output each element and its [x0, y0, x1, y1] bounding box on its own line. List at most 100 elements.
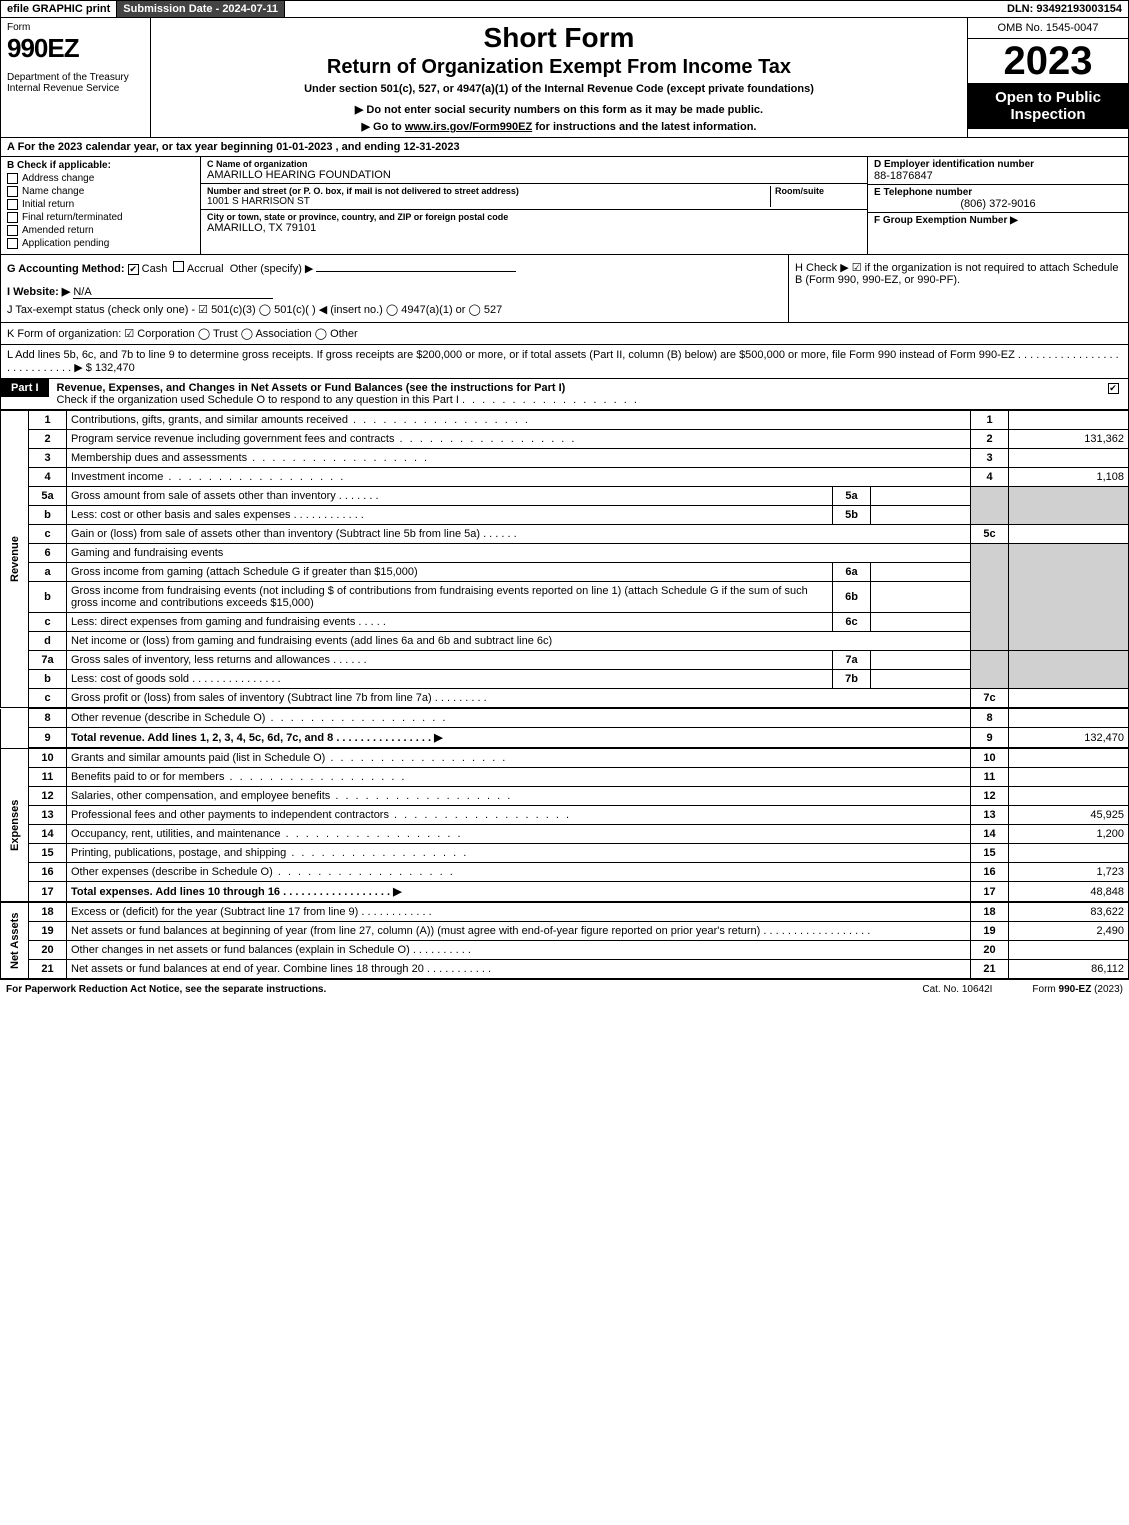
section-h: H Check ▶ ☑ if the organization is not r…	[788, 255, 1128, 322]
line7b-desc: Less: cost of goods sold	[71, 673, 189, 685]
line5a-num: 5a	[29, 487, 67, 506]
footer-center: Cat. No. 10642I	[922, 984, 992, 995]
tax-year: 2023	[968, 39, 1128, 83]
group-exemption-label: F Group Exemption Number ▶	[874, 215, 1122, 226]
footer-right-bold: 990-EZ	[1059, 984, 1092, 995]
line6a-desc: Gross income from gaming (attach Schedul…	[67, 563, 833, 582]
line6a-inval	[871, 563, 971, 582]
line-a: A For the 2023 calendar year, or tax yea…	[0, 138, 1129, 157]
line11-num: 11	[29, 768, 67, 787]
line7ab-shade	[971, 651, 1009, 689]
section-l: L Add lines 5b, 6c, and 7b to line 9 to …	[0, 345, 1129, 379]
line21-rnum: 21	[971, 960, 1009, 979]
line10-val	[1009, 749, 1129, 768]
part-i-checknote: Check if the organization used Schedule …	[57, 394, 459, 406]
department: Department of the Treasury Internal Reve…	[7, 72, 144, 94]
line12-val	[1009, 787, 1129, 806]
line12-desc: Salaries, other compensation, and employ…	[71, 790, 330, 802]
open-to-public: Open to Public Inspection	[968, 83, 1128, 129]
line7b-num: b	[29, 670, 67, 689]
checkbox-label: Address change	[22, 173, 94, 184]
section-b-label: B Check if applicable:	[7, 160, 194, 171]
checkbox[interactable]	[7, 173, 18, 184]
checkbox-row: Final return/terminated	[7, 212, 194, 223]
checkbox[interactable]	[7, 225, 18, 236]
side-rev-cont	[1, 709, 29, 748]
line20-val	[1009, 941, 1129, 960]
cash-checkbox[interactable]	[128, 264, 139, 275]
footer-right: Form 990-EZ (2023)	[1032, 984, 1123, 995]
line7b-inval	[871, 670, 971, 689]
line11-val	[1009, 768, 1129, 787]
line13-num: 13	[29, 806, 67, 825]
line6c-desc: Less: direct expenses from gaming and fu…	[71, 616, 355, 628]
sub3-prefix: ▶ Go to	[362, 121, 405, 133]
website-label: I Website: ▶	[7, 286, 70, 298]
line6d-num: d	[29, 632, 67, 651]
subtitle-2: ▶ Do not enter social security numbers o…	[161, 103, 957, 116]
line6a-innum: 6a	[833, 563, 871, 582]
line12-num: 12	[29, 787, 67, 806]
line9-val: 132,470	[1009, 728, 1129, 748]
irs-link[interactable]: www.irs.gov/Form990EZ	[405, 121, 532, 133]
part-i-checkbox[interactable]	[1108, 383, 1119, 394]
line15-desc: Printing, publications, postage, and shi…	[71, 847, 286, 859]
part-i-label: Part I	[1, 379, 49, 397]
title-short-form: Short Form	[161, 22, 957, 54]
line8-rnum: 8	[971, 709, 1009, 728]
street-label: Number and street (or P. O. box, if mail…	[207, 186, 766, 196]
line14-desc: Occupancy, rent, utilities, and maintena…	[71, 828, 281, 840]
line9-rnum: 9	[971, 728, 1009, 748]
line7a-innum: 7a	[833, 651, 871, 670]
line13-val: 45,925	[1009, 806, 1129, 825]
line8-num: 8	[29, 709, 67, 728]
line18-val: 83,622	[1009, 903, 1129, 922]
footer-right-post: (2023)	[1091, 984, 1123, 995]
line7ab-shade-val	[1009, 651, 1129, 689]
line20-num: 20	[29, 941, 67, 960]
part-i-text: Revenue, Expenses, and Changes in Net As…	[57, 379, 1098, 409]
accrual-checkbox[interactable]	[173, 261, 184, 272]
checkbox-label: Initial return	[22, 199, 74, 210]
lines-table-exp: Expenses 10 Grants and similar amounts p…	[0, 748, 1129, 902]
lines-table-net: Net Assets 18 Excess or (deficit) for th…	[0, 902, 1129, 979]
line2-rnum: 2	[971, 430, 1009, 449]
checkbox[interactable]	[7, 186, 18, 197]
line6b-inval	[871, 582, 971, 613]
line16-val: 1,723	[1009, 863, 1129, 882]
checkbox[interactable]	[7, 238, 18, 249]
header-center: Short Form Return of Organization Exempt…	[151, 18, 968, 137]
city-value: AMARILLO, TX 79101	[207, 222, 861, 234]
checkbox-row: Application pending	[7, 238, 194, 249]
line19-val: 2,490	[1009, 922, 1129, 941]
section-b: B Check if applicable: Address changeNam…	[1, 157, 201, 254]
checkbox-row: Initial return	[7, 199, 194, 210]
line17-val: 48,848	[1009, 882, 1129, 902]
line1-num: 1	[29, 411, 67, 430]
checkbox-label: Amended return	[22, 225, 94, 236]
footer-left: For Paperwork Reduction Act Notice, see …	[6, 984, 326, 995]
line5c-val	[1009, 525, 1129, 544]
line16-rnum: 16	[971, 863, 1009, 882]
line17-num: 17	[29, 882, 67, 902]
website-value: N/A	[73, 286, 273, 299]
line11-rnum: 11	[971, 768, 1009, 787]
efile-label: efile GRAPHIC print	[1, 1, 117, 17]
line7c-val	[1009, 689, 1129, 708]
accrual-label: Accrual	[187, 263, 224, 275]
line5b-num: b	[29, 506, 67, 525]
section-j: J Tax-exempt status (check only one) - ☑…	[7, 303, 782, 316]
line11-desc: Benefits paid to or for members	[71, 771, 224, 783]
other-specify-line[interactable]	[316, 271, 516, 272]
page-footer: For Paperwork Reduction Act Notice, see …	[0, 979, 1129, 999]
line5c-desc: Gain or (loss) from sale of assets other…	[71, 528, 480, 540]
line6c-inval	[871, 613, 971, 632]
checkbox[interactable]	[7, 199, 18, 210]
line2-desc: Program service revenue including govern…	[71, 433, 394, 445]
line6c-num: c	[29, 613, 67, 632]
line6b-innum: 6b	[833, 582, 871, 613]
checkbox[interactable]	[7, 212, 18, 223]
line5c-num: c	[29, 525, 67, 544]
line15-rnum: 15	[971, 844, 1009, 863]
line15-num: 15	[29, 844, 67, 863]
